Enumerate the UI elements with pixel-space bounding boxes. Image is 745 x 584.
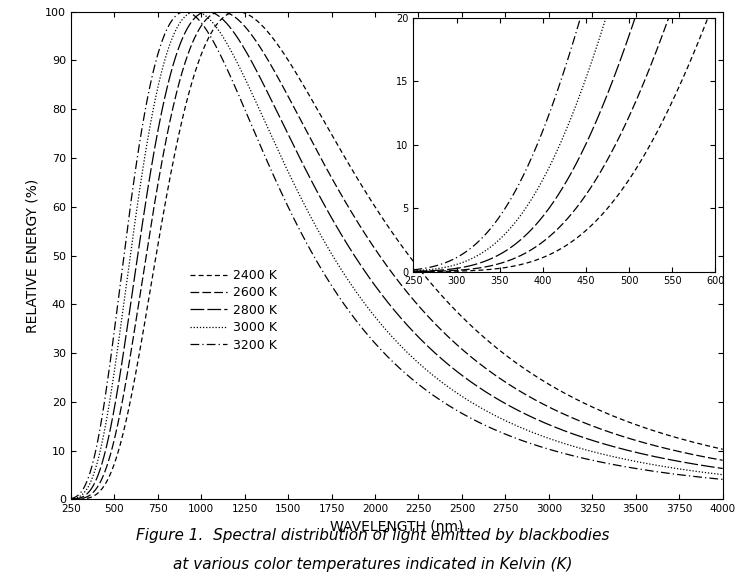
- Legend: 2400 K, 2600 K, 2800 K, 3000 K, 3200 K: 2400 K, 2600 K, 2800 K, 3000 K, 3200 K: [185, 264, 282, 356]
- X-axis label: WAVELENGTH (nm): WAVELENGTH (nm): [330, 520, 463, 534]
- Y-axis label: RELATIVE ENERGY (%): RELATIVE ENERGY (%): [25, 178, 39, 333]
- Text: Figure 1.  Spectral distribution of light emitted by blackbodies: Figure 1. Spectral distribution of light…: [136, 528, 609, 543]
- Text: at various color temperatures indicated in Kelvin (K): at various color temperatures indicated …: [173, 557, 572, 572]
